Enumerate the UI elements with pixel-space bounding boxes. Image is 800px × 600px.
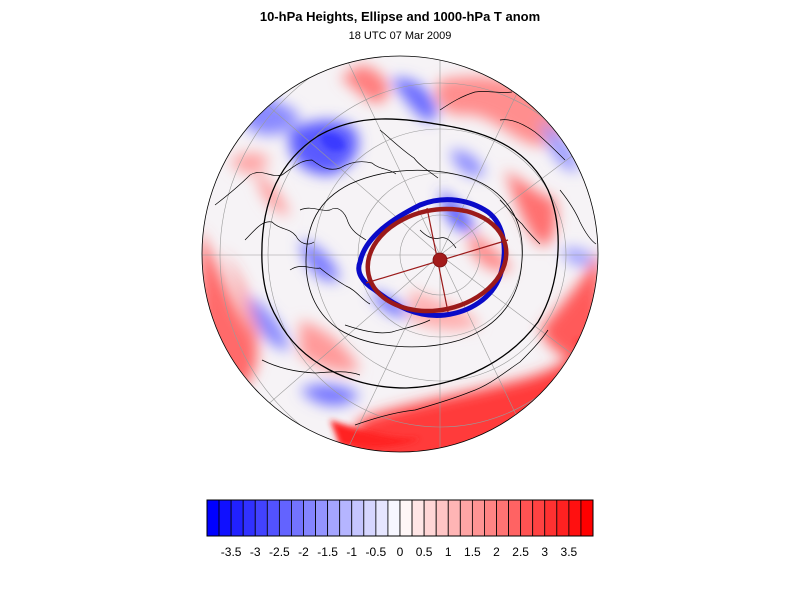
colorbar-tick-label: -1.5 bbox=[317, 545, 338, 559]
colorbar-box bbox=[230, 499, 244, 537]
colorbar-frame bbox=[206, 499, 594, 537]
map-title: 10-hPa Heights, Ellipse and 1000-hPa T a… bbox=[259, 9, 541, 24]
colorbar-tick-label: 1.5 bbox=[464, 545, 481, 559]
map-border bbox=[201, 55, 599, 453]
colorbar-box bbox=[291, 499, 304, 537]
colorbar-box bbox=[447, 499, 461, 537]
colorbar-box bbox=[351, 499, 365, 537]
colorbar-box bbox=[266, 499, 280, 537]
height-contours bbox=[261, 118, 559, 389]
colorbar-box bbox=[278, 499, 292, 537]
colorbar-tick-label: 0.5 bbox=[416, 545, 433, 559]
colorbar-tick-label: -3 bbox=[250, 545, 261, 559]
colorbar-tick-label: -2.5 bbox=[269, 545, 290, 559]
colorbar-box bbox=[435, 499, 449, 537]
height-contour-inner bbox=[305, 169, 523, 348]
colorbar-box bbox=[218, 499, 232, 537]
vortex-ellipse bbox=[356, 197, 509, 318]
graticule bbox=[202, 56, 598, 452]
colorbar-box bbox=[242, 499, 256, 537]
colorbar-box bbox=[423, 499, 437, 537]
colorbar-tick-label: 2.5 bbox=[512, 545, 529, 559]
colorbar-tick-label: 2 bbox=[493, 545, 500, 559]
colorbar-box bbox=[387, 499, 401, 537]
colorbar-box bbox=[315, 499, 329, 537]
colorbar-box bbox=[339, 499, 353, 537]
colorbar-box bbox=[556, 499, 570, 537]
colorbar-box bbox=[496, 499, 509, 537]
coastlines bbox=[214, 91, 597, 426]
colorbar-boxes bbox=[206, 499, 594, 537]
height-contour-outer bbox=[261, 118, 559, 389]
colorbar-box bbox=[206, 499, 220, 537]
colorbar-tick-label: 1 bbox=[445, 545, 452, 559]
colorbar-tick-label: 3 bbox=[541, 545, 548, 559]
colorbar-tick-label: -1 bbox=[346, 545, 357, 559]
colorbar-box bbox=[471, 499, 485, 537]
colorbar-box bbox=[411, 499, 425, 537]
polar-map bbox=[201, 55, 599, 453]
colorbar: -3.5 -3 -2.5 -2 -1.5 -1 -0.5 0 0.5 1 1.5 2 2.5 3 3.5 bbox=[206, 499, 594, 559]
colorbar-box bbox=[532, 499, 546, 537]
colorbar-box bbox=[399, 499, 413, 537]
colorbar-box bbox=[459, 499, 473, 537]
colorbar-box bbox=[254, 499, 268, 537]
colorbar-tick-label: -0.5 bbox=[366, 545, 387, 559]
vortex-center-dot bbox=[432, 252, 448, 268]
colorbar-tick-label: 0 bbox=[397, 545, 404, 559]
colorbar-tick-label: 3.5 bbox=[561, 545, 578, 559]
colorbar-box bbox=[363, 499, 377, 537]
colorbar-box bbox=[327, 499, 341, 537]
colorbar-box bbox=[375, 499, 389, 537]
colorbar-tick-label: -3.5 bbox=[221, 545, 242, 559]
colorbar-box bbox=[508, 499, 522, 537]
colorbar-tick-labels: -3.5 -3 -2.5 -2 -1.5 -1 -0.5 0 0.5 1 1.5 2 2.5 3 3.5 bbox=[221, 545, 578, 559]
colorbar-box bbox=[580, 499, 594, 537]
colorbar-box bbox=[520, 499, 534, 537]
colorbar-box bbox=[303, 499, 316, 537]
colorbar-box bbox=[568, 499, 582, 537]
colorbar-tick-label: -2 bbox=[298, 545, 309, 559]
map-subtitle: 18 UTC 07 Mar 2009 bbox=[348, 30, 452, 42]
colorbar-box bbox=[484, 499, 497, 537]
colorbar-box bbox=[544, 499, 558, 537]
